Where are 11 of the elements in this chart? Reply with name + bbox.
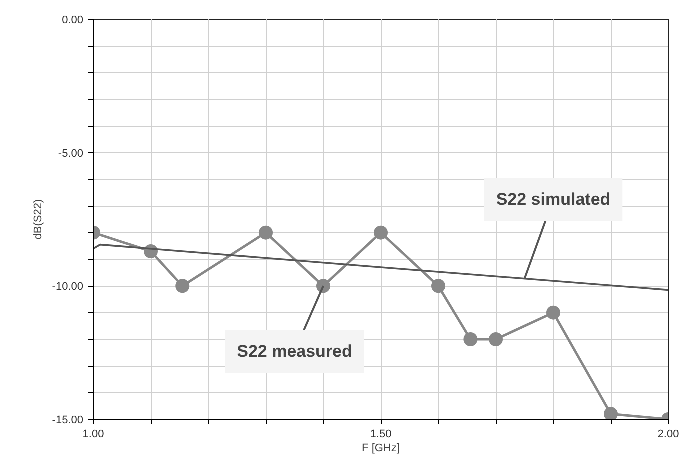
y-tick-label: -5.00: [58, 148, 84, 160]
x-tick-label: 1.00: [82, 428, 104, 440]
y-tick-label: 0.00: [62, 14, 84, 26]
text: S22 simulated: [496, 190, 611, 209]
y-tick-label: -15.00: [52, 414, 84, 426]
y-tick-label: -10.00: [52, 281, 84, 294]
text: S22 measured: [237, 342, 352, 361]
x-tick-label: 1.50: [370, 428, 392, 440]
x-tick-label: 2.00: [658, 428, 680, 440]
y-axis-title: dB(S22): [32, 199, 44, 240]
x-axis-title: F [GHz]: [362, 442, 400, 454]
